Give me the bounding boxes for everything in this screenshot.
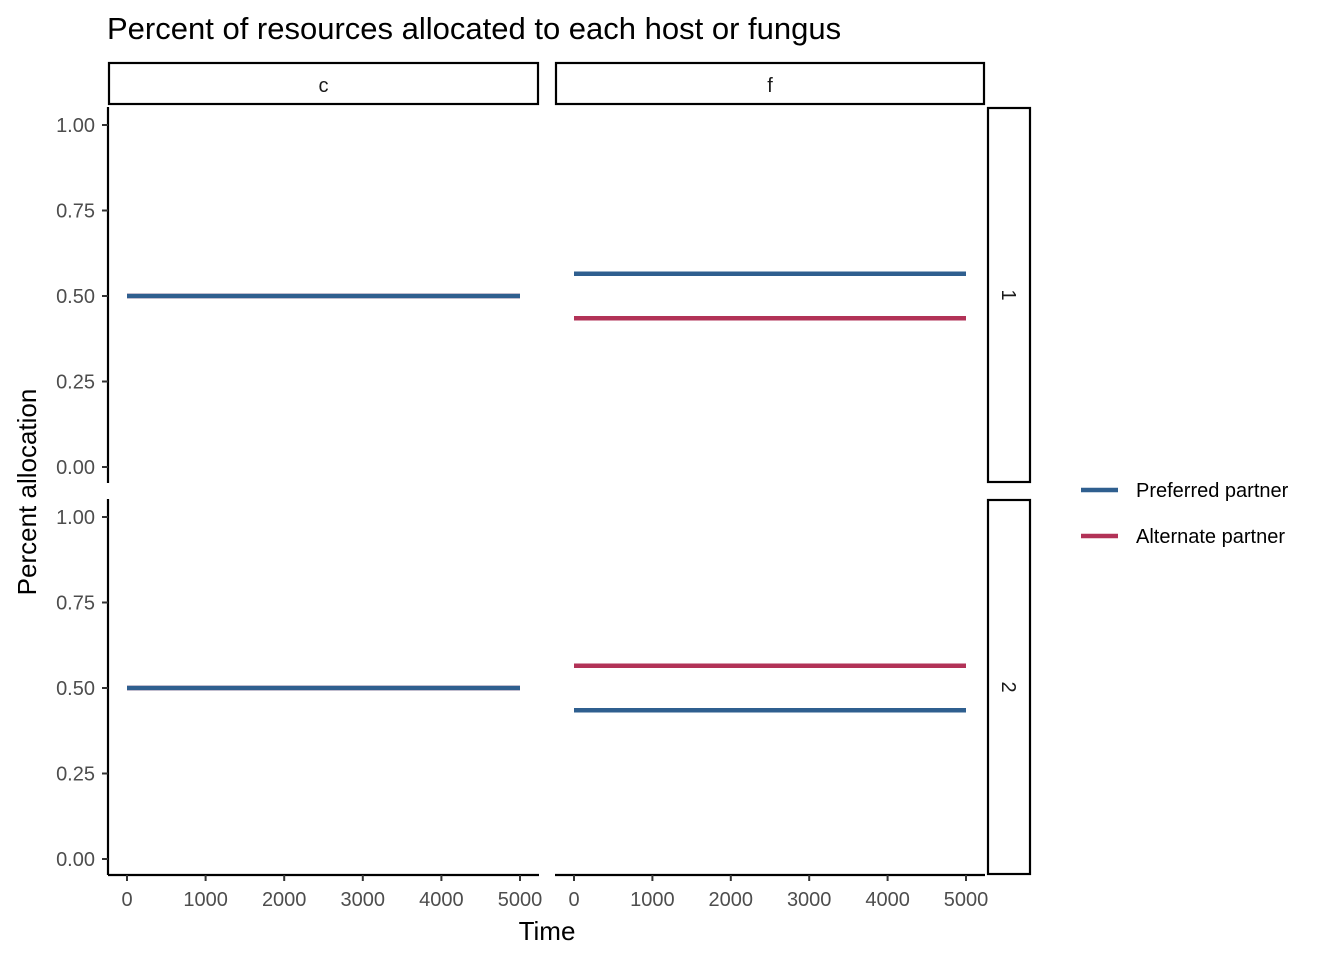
facet-strip-col-f	[554, 61, 986, 106]
y-tick-label: 0.75	[56, 593, 95, 615]
legend: Preferred partner Alternate partner	[1081, 480, 1289, 548]
facet-strip-row-2	[986, 498, 1032, 876]
x-axis-title: Time	[519, 916, 576, 946]
legend-label-preferred: Preferred partner	[1136, 480, 1289, 502]
x-tick-label: 3000	[341, 889, 386, 911]
y-tick-label: 0.00	[56, 849, 95, 871]
x-tick-label: 1000	[183, 889, 228, 911]
facet-strip-label: f	[767, 75, 773, 97]
x-tick-label: 0	[568, 889, 579, 911]
x-tick-label: 2000	[709, 889, 754, 911]
legend-label-alternate: Alternate partner	[1136, 526, 1285, 548]
y-tick-label: 0.25	[56, 764, 95, 786]
y-tick-label: 0.00	[56, 457, 95, 479]
x-tick-label: 3000	[787, 889, 832, 911]
chart-title: Percent of resources allocated to each h…	[107, 11, 841, 46]
y-tick-label: 1.00	[56, 115, 95, 137]
facet-strip-row-1	[986, 106, 1032, 484]
facet-strip-label: 1	[997, 289, 1019, 300]
x-tick-label: 4000	[419, 889, 464, 911]
facet-panels: c f 1 2 0.00 0.25 0.50 0.75 1.00 0.00 0.25 0.50 0.75…	[56, 61, 1032, 911]
x-tick-label: 5000	[944, 889, 989, 911]
y-tick-label: 0.50	[56, 678, 95, 700]
y-tick-label: 0.50	[56, 286, 95, 308]
facet-strip-label: 2	[997, 681, 1019, 692]
x-tick-label: 2000	[262, 889, 307, 911]
facet-strip-label: c	[319, 75, 329, 97]
x-tick-label: 0	[121, 889, 132, 911]
x-tick-label: 1000	[630, 889, 675, 911]
y-axis-title: Percent allocation	[12, 389, 42, 596]
y-tick-label: 1.00	[56, 507, 95, 529]
x-tick-label: 4000	[865, 889, 910, 911]
facet-strip-col-c	[107, 61, 540, 106]
x-tick-label: 5000	[498, 889, 543, 911]
y-tick-label: 0.75	[56, 201, 95, 223]
y-tick-label: 0.25	[56, 372, 95, 394]
